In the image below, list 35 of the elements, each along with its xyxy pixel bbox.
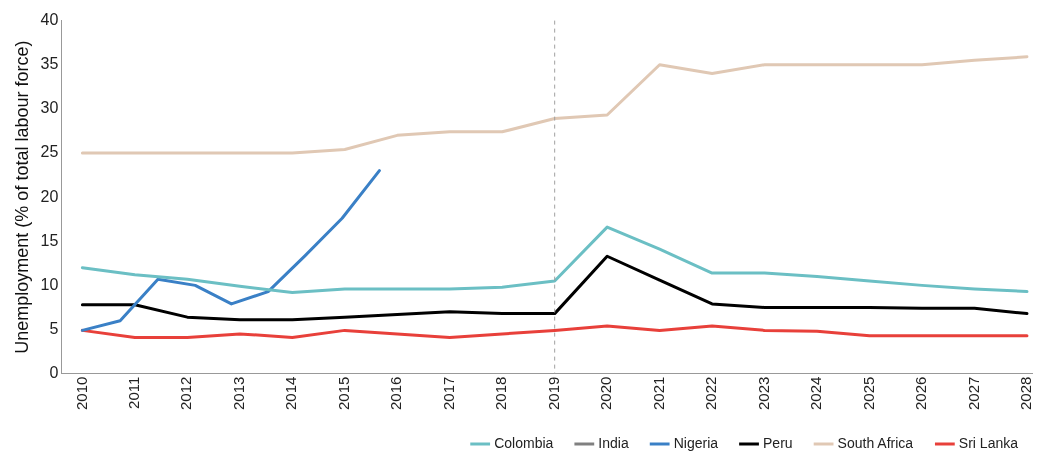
y-tick-label: 25 <box>40 143 59 161</box>
legend-label: Sri Lanka <box>958 434 1019 451</box>
x-tick-label: 2017 <box>439 376 457 411</box>
y-tick-label: 10 <box>40 275 59 293</box>
x-tick-label: 2023 <box>754 376 772 411</box>
y-tick-label: 0 <box>49 364 59 382</box>
x-tick-label: 2028 <box>1017 376 1035 411</box>
x-tick-label: 2018 <box>492 376 510 411</box>
x-tick-label: 2010 <box>72 376 90 411</box>
x-tick-label: 2027 <box>964 376 982 411</box>
x-tick-label: 2020 <box>597 376 615 411</box>
x-tick-label: 2015 <box>334 376 352 411</box>
x-tick-label: 2013 <box>229 376 247 411</box>
legend-label: Peru <box>763 434 793 451</box>
y-axis-title: Unemployment (% of total labour force) <box>11 40 32 354</box>
x-tick-label: 2011 <box>125 376 142 409</box>
x-tick-label: 2026 <box>912 376 930 411</box>
x-tick-label: 2025 <box>859 376 877 411</box>
x-tick-label: 2019 <box>544 376 562 411</box>
legend-label: South Africa <box>837 434 914 451</box>
legend-label: Nigeria <box>673 434 719 451</box>
y-tick-label: 30 <box>40 99 59 117</box>
x-tick-label: 2016 <box>387 376 405 411</box>
legend-label: India <box>598 434 629 451</box>
y-tick-label: 20 <box>40 187 59 205</box>
y-tick-label: 15 <box>40 231 59 249</box>
x-tick-label: 2014 <box>282 376 300 411</box>
x-tick-label: 2012 <box>177 376 195 411</box>
legend-label: Colombia <box>494 434 554 451</box>
x-tick-label: 2021 <box>649 376 667 411</box>
y-tick-label: 35 <box>40 55 59 73</box>
y-tick-label: 5 <box>49 319 59 337</box>
y-tick-label: 40 <box>40 11 59 29</box>
x-tick-label: 2024 <box>807 376 825 411</box>
x-tick-label: 2022 <box>702 376 720 411</box>
